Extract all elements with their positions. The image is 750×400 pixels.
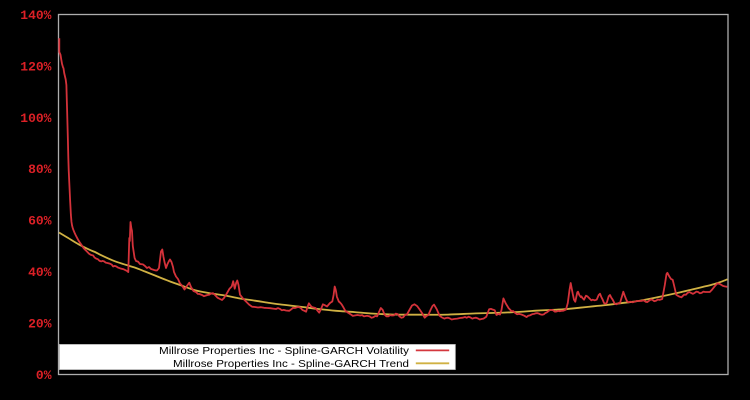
svg-text:100%: 100% bbox=[20, 111, 51, 126]
svg-text:140%: 140% bbox=[20, 8, 51, 23]
svg-text:Millrose Properties Inc - Spli: Millrose Properties Inc - Spline-GARCH T… bbox=[173, 359, 409, 370]
svg-text:60%: 60% bbox=[28, 214, 52, 229]
svg-text:80%: 80% bbox=[28, 162, 52, 177]
svg-text:120%: 120% bbox=[20, 59, 51, 74]
svg-text:40%: 40% bbox=[28, 265, 52, 280]
svg-text:0%: 0% bbox=[36, 368, 52, 383]
svg-text:Millrose Properties Inc - Spli: Millrose Properties Inc - Spline-GARCH V… bbox=[159, 346, 410, 357]
svg-text:20%: 20% bbox=[28, 317, 52, 332]
